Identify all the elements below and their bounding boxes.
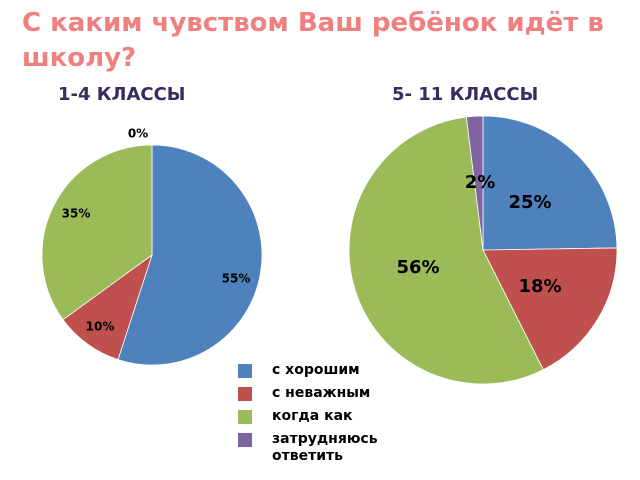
page-title: С каким чувством Ваш ребёнок идёт в школ… (22, 8, 604, 73)
pie-slice (348, 116, 544, 385)
legend-label: когда как (272, 408, 353, 424)
pie-slice (465, 115, 484, 251)
pie-slice (117, 144, 263, 366)
data-label: 10% (86, 320, 115, 334)
legend-swatch (238, 364, 252, 378)
legend-item-undecided: затрудняюсь ответить (238, 431, 402, 465)
legend-item-good: с хорошим (238, 362, 402, 379)
legend-item-sometimes: когда как (238, 408, 402, 425)
data-label: 56% (396, 257, 439, 278)
pie-slice (482, 247, 618, 371)
data-label: 18% (518, 276, 561, 297)
legend-swatch (238, 410, 252, 424)
chart-title-grades-1-4: 1-4 КЛАССЫ (58, 84, 186, 105)
legend-item-bad: с неважным (238, 385, 402, 402)
legend-label: с неважным (272, 385, 371, 401)
legend-swatch (238, 433, 252, 447)
legend-label: с хорошим (272, 362, 360, 378)
legend-swatch (238, 387, 252, 401)
chart-title-grades-5-11: 5- 11 КЛАССЫ (392, 84, 539, 105)
data-label: 0% (128, 127, 148, 141)
pie-slice (41, 144, 153, 321)
legend-label: затрудняюсь ответить (272, 431, 378, 464)
data-label: 55% (222, 272, 251, 286)
data-label: 2% (465, 172, 496, 193)
pie-slice (482, 115, 618, 251)
data-label: 25% (508, 192, 551, 213)
legend: с хорошим с неважным когда как затрудняю… (238, 362, 402, 471)
data-label: 35% (62, 207, 91, 221)
